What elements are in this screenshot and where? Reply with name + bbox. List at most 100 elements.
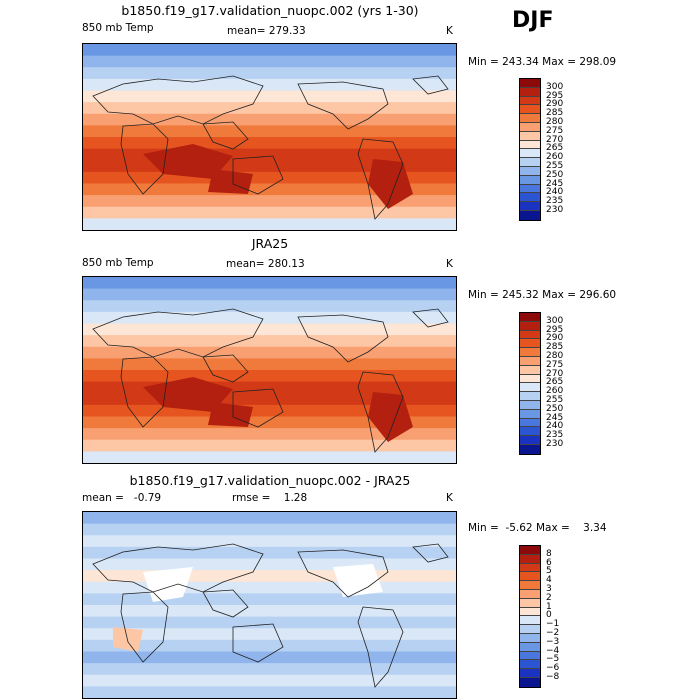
colorbar-segment [520, 149, 540, 159]
colorbar-tick-label: 265 [546, 377, 564, 388]
colorbar-tick-label: 270 [546, 134, 564, 145]
colorbar-segment [520, 633, 540, 643]
colorbar-tick-label: 285 [546, 342, 564, 353]
colorbar-segment [520, 651, 540, 661]
colorbar-segment [520, 348, 540, 357]
colorbar-tick-label: 270 [546, 368, 564, 379]
colorbar-tick-label: 0 [546, 610, 552, 621]
colorbar-segment [520, 563, 540, 573]
colorbar-segment [520, 96, 540, 106]
colorbar-segment [520, 642, 540, 652]
colorbar-segment [520, 581, 540, 590]
panel-2-colorbar [519, 312, 541, 455]
colorbar-tick-label: 285 [546, 108, 564, 119]
colorbar-tick-label: −1 [546, 619, 560, 630]
colorbar-segment [520, 105, 540, 115]
colorbar-segment [520, 339, 540, 349]
colorbar-segment [520, 184, 540, 194]
colorbar-tick-label: 5 [546, 566, 552, 577]
colorbar-segment [520, 122, 540, 132]
panel-1-map-graphic [83, 44, 456, 230]
panel-3-colorbar [519, 545, 541, 688]
colorbar-tick-label: 275 [546, 359, 564, 370]
colorbar-tick-label: 265 [546, 143, 564, 154]
panel-3-map-graphic [83, 512, 456, 698]
colorbar-segment [520, 625, 540, 634]
colorbar-tick-label: 230 [546, 439, 564, 449]
colorbar-tick-label: −8 [546, 672, 560, 682]
colorbar-tick-label: 240 [546, 421, 564, 432]
colorbar-tick-label: 250 [546, 403, 564, 414]
colorbar-tick-label: 300 [546, 81, 564, 92]
colorbar-tick-label: 295 [546, 324, 564, 335]
colorbar-segment [520, 418, 540, 428]
colorbar-segment [520, 546, 540, 555]
panel-1-map [82, 43, 457, 231]
colorbar-segment [520, 175, 540, 185]
colorbar-segment [520, 202, 540, 211]
panel-3-center-label: rmse = 1.28 [232, 492, 308, 504]
panel-2-stats: Min = 245.32 Max = 296.60 [468, 289, 617, 301]
colorbar-tick-label: 4 [546, 575, 552, 586]
panel-2-map [82, 276, 457, 464]
panel-2-unit: K [446, 258, 453, 270]
colorbar-tick-label: −5 [546, 654, 560, 665]
colorbar-tick-label: 1 [546, 601, 552, 612]
colorbar-segment [520, 392, 540, 401]
colorbar-tick-label: −4 [546, 645, 560, 656]
colorbar-segment [520, 427, 540, 437]
colorbar-segment [520, 313, 540, 322]
colorbar-segment [520, 356, 540, 366]
colorbar-tick-label: 295 [546, 90, 564, 101]
colorbar-tick-label: 3 [546, 584, 552, 594]
colorbar-tick-label: 260 [546, 152, 564, 163]
colorbar-segment [520, 383, 540, 393]
colorbar-segment [520, 572, 540, 582]
colorbar-tick-label: 235 [546, 196, 564, 207]
colorbar-segment [520, 140, 540, 150]
colorbar-segment [520, 677, 540, 687]
colorbar-segment [520, 158, 540, 167]
panel-1-stats: Min = 243.34 Max = 298.09 [468, 56, 617, 68]
colorbar-tick-label: 290 [546, 99, 564, 110]
panel-3-left-label: mean = -0.79 [82, 492, 162, 504]
season-label: DJF [512, 8, 554, 33]
colorbar-tick-label: −6 [546, 663, 560, 674]
colorbar-tick-label: 300 [546, 315, 564, 326]
colorbar-tick-label: 260 [546, 386, 564, 397]
colorbar-tick-label: 2 [546, 592, 552, 603]
colorbar-segment [520, 193, 540, 203]
colorbar-tick-label: 230 [546, 205, 564, 215]
panel-1-left-label: 850 mb Temp [82, 22, 154, 34]
colorbar-segment [520, 400, 540, 410]
colorbar-tick-label: 8 [546, 548, 552, 559]
colorbar-segment [520, 598, 540, 608]
panel-2-center-label: mean= 280.13 [226, 258, 305, 270]
colorbar-tick-label: 235 [546, 430, 564, 441]
colorbar-tick-label: 290 [546, 333, 564, 344]
colorbar-tick-label: 250 [546, 169, 564, 180]
panel-1-title: b1850.f19_g17.validation_nuopc.002 (yrs … [121, 3, 419, 18]
panel-3-stats: Min = -5.62 Max = 3.34 [468, 522, 607, 534]
colorbar-segment [520, 321, 540, 331]
colorbar-tick-label: 245 [546, 178, 564, 189]
colorbar-segment [520, 79, 540, 88]
colorbar-segment [520, 616, 540, 626]
panel-3-map [82, 511, 457, 699]
panel-2-left-label: 850 mb Temp [82, 257, 154, 269]
colorbar-segment [520, 444, 540, 454]
colorbar-segment [520, 660, 540, 670]
colorbar-segment [520, 210, 540, 220]
colorbar-segment [520, 114, 540, 123]
colorbar-segment [520, 87, 540, 97]
colorbar-segment [520, 365, 540, 375]
colorbar-segment [520, 436, 540, 445]
colorbar-tick-label: 240 [546, 187, 564, 198]
colorbar-tick-label: 255 [546, 395, 564, 405]
panel-3-title: b1850.f19_g17.validation_nuopc.002 - JRA… [129, 473, 411, 488]
colorbar-segment [520, 589, 540, 599]
colorbar-tick-label: 275 [546, 125, 564, 136]
colorbar-segment [520, 554, 540, 564]
panel-3-unit: K [446, 492, 453, 504]
colorbar-tick-label: 255 [546, 161, 564, 171]
